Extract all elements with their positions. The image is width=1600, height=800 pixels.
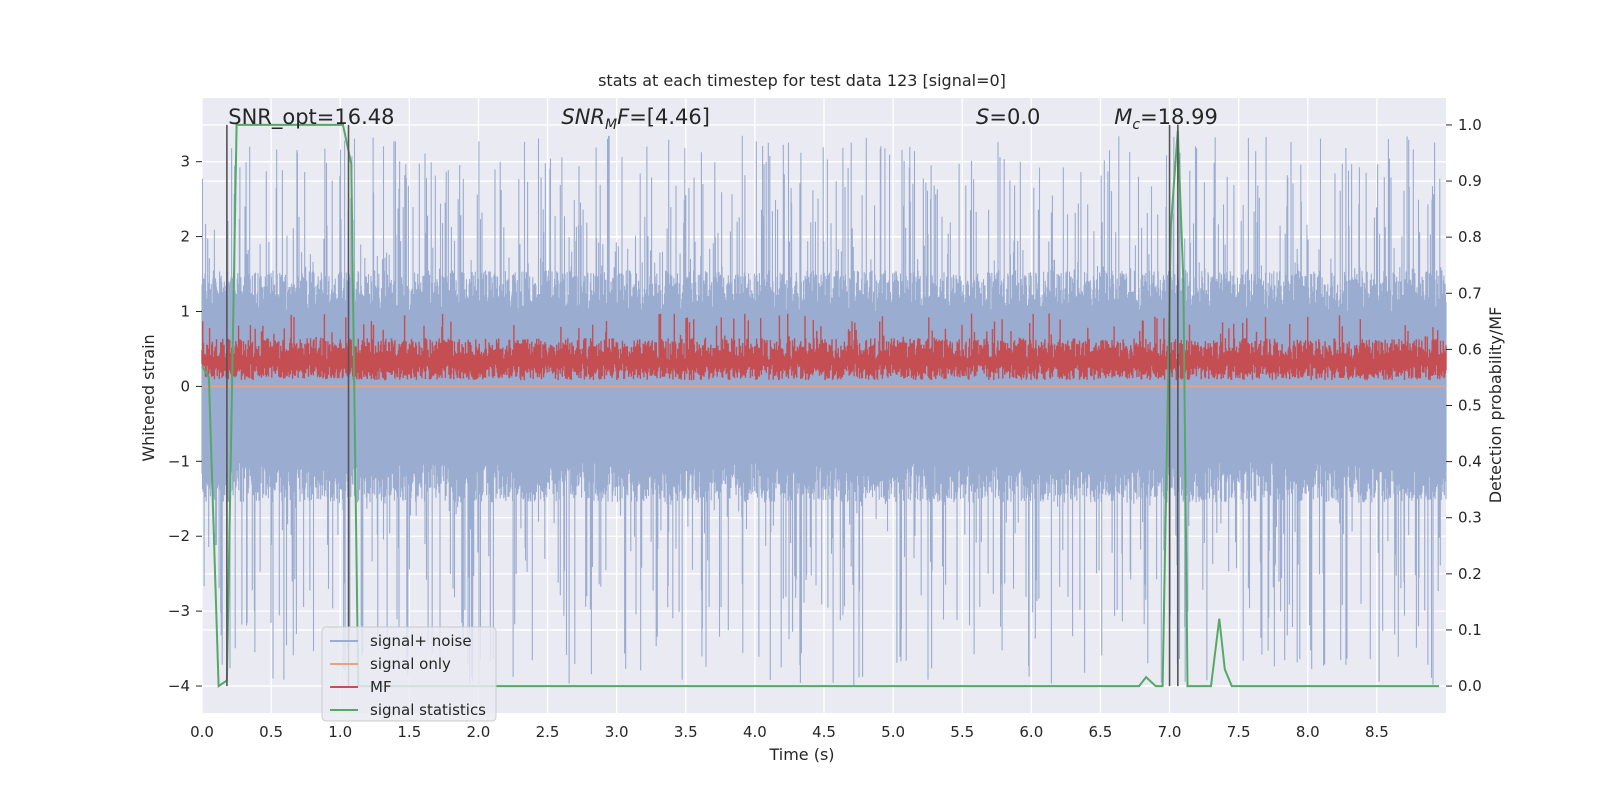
x-tick-label: 3.5 [674, 723, 698, 741]
y2-tick-label: 0.1 [1458, 621, 1482, 639]
x-tick-label: 7.0 [1158, 723, 1182, 741]
x-tick-label: 0.0 [190, 723, 214, 741]
x-tick-label: 2.0 [467, 723, 491, 741]
x-tick-label: 2.5 [536, 723, 560, 741]
x-tick-label: 8.0 [1296, 723, 1320, 741]
chart-title: stats at each timestep for test data 123… [598, 71, 1006, 90]
legend-label: MF [370, 678, 392, 696]
y-tick-label: 1 [180, 302, 190, 320]
x-tick-label: 5.5 [950, 723, 974, 741]
x-tick-label: 5.0 [881, 723, 905, 741]
x-tick-label: 0.5 [259, 723, 283, 741]
series-group [201, 123, 1447, 688]
y-axis-label: Whitened strain [139, 334, 158, 461]
x-tick-label: 7.5 [1227, 723, 1251, 741]
y-tick-label: 3 [180, 153, 190, 171]
annotations: SNR_opt=16.48 SNRMF=[4.46] S=0.0 Mc=18.99 [228, 105, 1218, 133]
y2-tick-label: 1.0 [1458, 116, 1482, 134]
y2-tick-label: 0.0 [1458, 677, 1482, 695]
y-tick-label: −2 [168, 527, 190, 545]
annotation-text: SNRMF=[4.46] [561, 105, 710, 133]
y-tick-label: −3 [168, 602, 190, 620]
y2-tick-label: 0.2 [1458, 565, 1482, 583]
x-tick-label: 6.0 [1019, 723, 1043, 741]
vertical-markers [226, 124, 1179, 687]
x-tick-label: 6.5 [1089, 723, 1113, 741]
series-signal-statistics [201, 123, 1440, 688]
y2-tick-label: 0.6 [1458, 340, 1482, 358]
y-tick-label: 2 [180, 228, 190, 246]
legend-label: signal only [370, 655, 451, 673]
annotation-text: S=0.0 [976, 105, 1040, 129]
annotation-text: SNR_opt=16.48 [228, 105, 394, 130]
y-tick-label: 0 [180, 377, 190, 395]
y2-tick-label: 0.7 [1458, 284, 1482, 302]
y2-tick-label: 0.5 [1458, 397, 1482, 415]
legend: signal+ noise signal only MF signal statist… [321, 626, 497, 722]
x-tick-label: 1.0 [328, 723, 352, 741]
x-axis-label: Time (s) [768, 745, 834, 764]
y-tick-label: −4 [168, 677, 190, 695]
annotation-text: Mc=18.99 [1114, 105, 1218, 133]
legend-label: signal+ noise [370, 632, 472, 650]
y2-axis-label: Detection probability/MF [1486, 307, 1505, 504]
legend-label: signal statistics [370, 701, 486, 719]
ticks: 0.0 0.5 1.0 1.5 2.0 2.5 3.0 3.5 4.0 4.5 5.0 5.5 6.0 6… [168, 116, 1482, 741]
y2-tick-label: 0.9 [1458, 172, 1482, 190]
y2-tick-label: 0.4 [1458, 453, 1482, 471]
x-tick-label: 8.5 [1365, 723, 1389, 741]
y2-tick-label: 0.3 [1458, 509, 1482, 527]
x-tick-label: 1.5 [397, 723, 421, 741]
y2-tick-label: 0.8 [1458, 228, 1482, 246]
y-tick-label: −1 [168, 452, 190, 470]
x-tick-label: 4.0 [743, 723, 767, 741]
x-tick-label: 3.0 [605, 723, 629, 741]
legend-box [321, 626, 497, 722]
x-tick-label: 4.5 [812, 723, 836, 741]
